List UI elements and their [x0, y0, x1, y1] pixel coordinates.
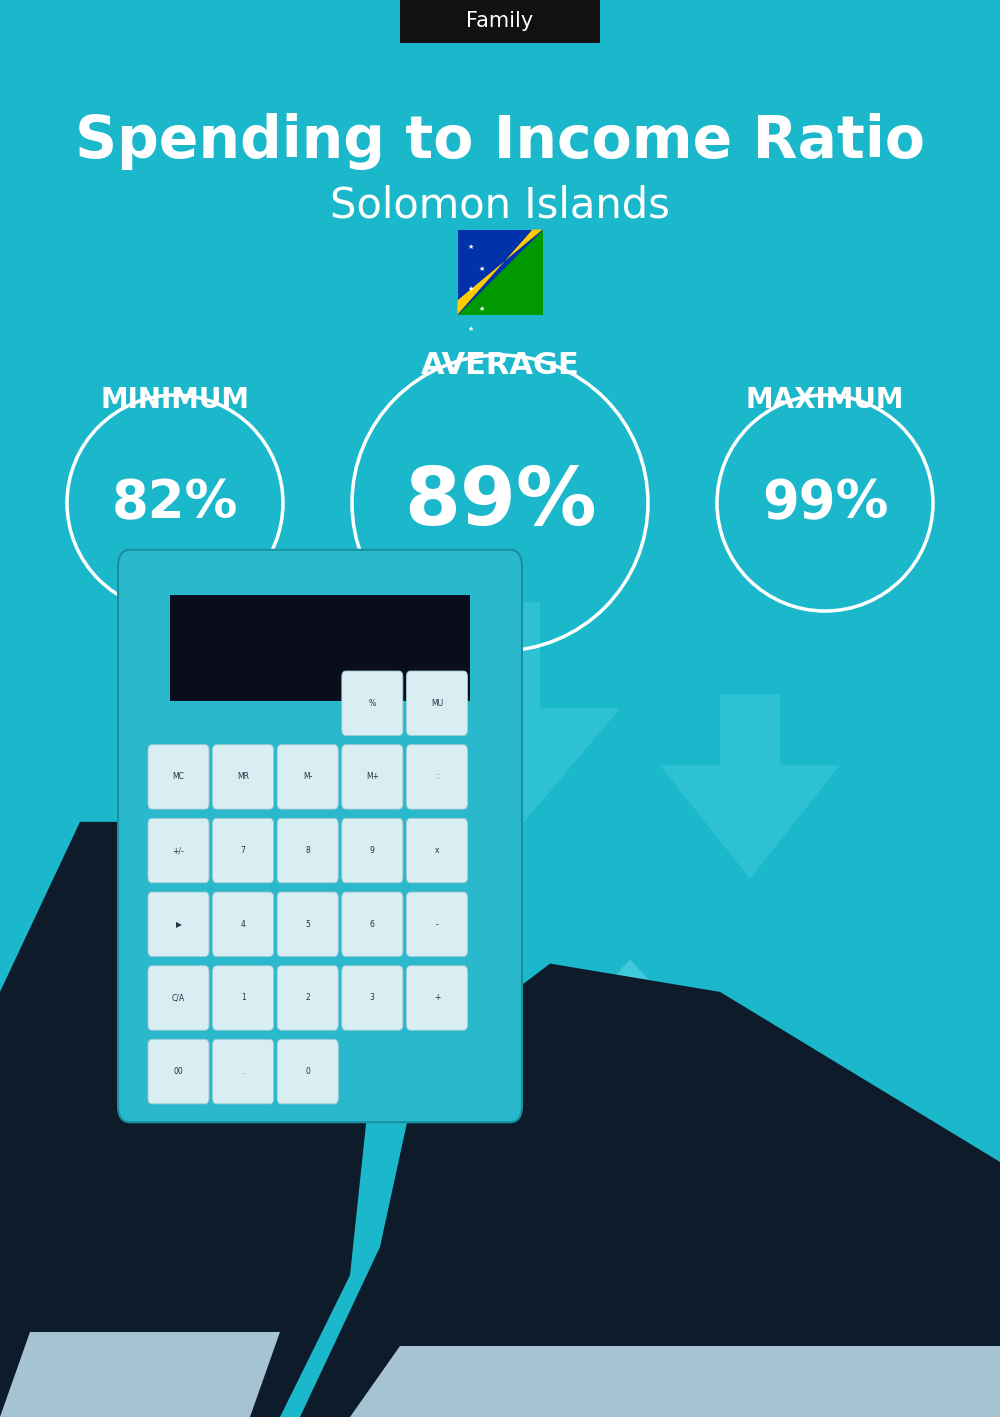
FancyBboxPatch shape	[213, 893, 274, 956]
Text: Solomon Islands: Solomon Islands	[330, 184, 670, 227]
Text: Family: Family	[466, 11, 534, 31]
FancyBboxPatch shape	[148, 819, 209, 883]
Text: ★: ★	[478, 306, 485, 312]
Text: -: -	[436, 920, 438, 928]
Polygon shape	[300, 964, 1000, 1417]
FancyBboxPatch shape	[406, 819, 467, 883]
Text: 5: 5	[305, 920, 310, 928]
Text: :: :	[436, 772, 438, 781]
FancyBboxPatch shape	[406, 966, 467, 1030]
Text: $: $	[826, 1226, 854, 1268]
Ellipse shape	[680, 1110, 800, 1243]
Text: 2: 2	[305, 993, 310, 1002]
FancyBboxPatch shape	[720, 1268, 820, 1346]
FancyBboxPatch shape	[342, 672, 403, 735]
FancyBboxPatch shape	[406, 893, 467, 956]
Text: 8: 8	[305, 846, 310, 854]
FancyBboxPatch shape	[400, 0, 600, 43]
Polygon shape	[490, 959, 770, 1112]
FancyBboxPatch shape	[118, 550, 522, 1122]
FancyBboxPatch shape	[815, 1142, 865, 1178]
FancyBboxPatch shape	[458, 230, 542, 315]
FancyBboxPatch shape	[213, 819, 274, 883]
Text: M+: M+	[366, 772, 379, 781]
FancyBboxPatch shape	[342, 745, 403, 809]
Text: ★: ★	[467, 286, 474, 292]
FancyBboxPatch shape	[213, 745, 274, 809]
Text: 7: 7	[241, 846, 246, 854]
Text: 82%: 82%	[112, 478, 238, 529]
FancyBboxPatch shape	[213, 1040, 274, 1104]
FancyBboxPatch shape	[720, 1298, 820, 1312]
Text: 0: 0	[305, 1067, 310, 1076]
Polygon shape	[0, 1332, 280, 1417]
FancyBboxPatch shape	[720, 1332, 820, 1346]
Polygon shape	[660, 694, 840, 879]
Text: ★: ★	[467, 244, 474, 249]
Text: MINIMUM: MINIMUM	[100, 385, 250, 414]
Text: Spending to Income Ratio: Spending to Income Ratio	[75, 113, 925, 170]
Text: x: x	[435, 846, 439, 854]
Polygon shape	[0, 822, 380, 1417]
Text: +/-: +/-	[173, 846, 184, 854]
FancyBboxPatch shape	[406, 745, 467, 809]
Text: 3: 3	[370, 993, 375, 1002]
Text: MR: MR	[237, 772, 249, 781]
FancyBboxPatch shape	[720, 1281, 820, 1295]
Text: MAXIMUM: MAXIMUM	[746, 385, 904, 414]
Text: 99%: 99%	[762, 478, 888, 529]
Text: M-: M-	[303, 772, 312, 781]
Text: C/A: C/A	[172, 993, 185, 1002]
Text: 00: 00	[174, 1067, 183, 1076]
FancyBboxPatch shape	[277, 819, 338, 883]
Polygon shape	[350, 1346, 1000, 1417]
Ellipse shape	[750, 1155, 930, 1353]
Text: 6: 6	[370, 920, 375, 928]
FancyBboxPatch shape	[148, 1040, 209, 1104]
Text: AVERAGE: AVERAGE	[421, 351, 579, 380]
Text: $: $	[731, 1161, 749, 1183]
FancyBboxPatch shape	[720, 1315, 820, 1329]
Polygon shape	[458, 230, 542, 315]
Text: ★: ★	[467, 326, 474, 332]
FancyBboxPatch shape	[170, 595, 470, 701]
Text: 9: 9	[370, 846, 375, 854]
FancyBboxPatch shape	[148, 745, 209, 809]
FancyBboxPatch shape	[148, 966, 209, 1030]
FancyBboxPatch shape	[277, 893, 338, 956]
FancyBboxPatch shape	[670, 1023, 695, 1080]
Text: MU: MU	[431, 699, 443, 707]
FancyBboxPatch shape	[213, 966, 274, 1030]
Text: 1: 1	[241, 993, 245, 1002]
FancyBboxPatch shape	[406, 672, 467, 735]
Text: .: .	[242, 1067, 244, 1076]
Text: ▶: ▶	[176, 920, 181, 928]
FancyBboxPatch shape	[342, 819, 403, 883]
Text: ★: ★	[478, 266, 485, 272]
FancyBboxPatch shape	[342, 893, 403, 956]
FancyBboxPatch shape	[148, 893, 209, 956]
Text: MC: MC	[173, 772, 184, 781]
FancyBboxPatch shape	[277, 966, 338, 1030]
FancyBboxPatch shape	[342, 966, 403, 1030]
FancyBboxPatch shape	[510, 1112, 750, 1291]
Polygon shape	[458, 230, 542, 315]
Text: +: +	[434, 993, 440, 1002]
Text: 89%: 89%	[404, 463, 596, 543]
FancyBboxPatch shape	[722, 1100, 758, 1125]
Polygon shape	[200, 680, 450, 992]
Text: 4: 4	[241, 920, 246, 928]
Polygon shape	[380, 602, 620, 850]
Text: %: %	[369, 699, 376, 707]
FancyBboxPatch shape	[605, 1178, 655, 1291]
FancyBboxPatch shape	[277, 1040, 338, 1104]
FancyBboxPatch shape	[277, 745, 338, 809]
